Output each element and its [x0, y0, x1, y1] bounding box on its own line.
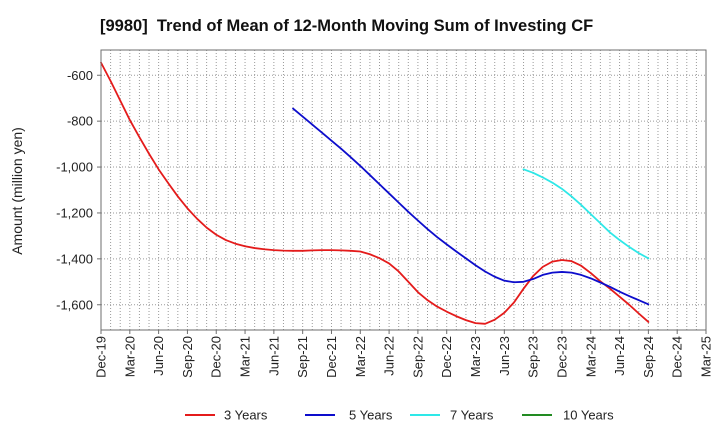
x-tick-label: Jun-23 [497, 336, 512, 376]
legend-item-7-years: 7 Years [410, 408, 494, 423]
x-tick-label: Dec-22 [439, 336, 454, 378]
plot-area [100, 49, 707, 331]
legend-item-5-years: 5 Years [305, 408, 393, 423]
x-axis: Dec-19 Mar-20 Jun-20 Sep-20 Dec-20 Mar-21 Jun-… [94, 330, 714, 378]
series-lines [100, 61, 650, 325]
x-tick-label: Dec-20 [209, 336, 224, 378]
legend-label-3-years: 3 Years [224, 408, 268, 423]
x-tick-label: Dec-19 [94, 336, 109, 378]
x-tick-label: Sep-24 [641, 336, 656, 378]
y-tick-label: -1,000 [56, 160, 93, 175]
series-line-7-years [522, 168, 650, 260]
y-tick-label: -1,400 [56, 251, 93, 266]
x-tick-label: Sep-20 [180, 336, 195, 378]
y-axis: -600 -800 -1,000 -1,200 -1,400 -1,600 [56, 68, 101, 312]
x-tick-label: Dec-21 [324, 336, 339, 378]
x-tick-label: Mar-22 [353, 336, 368, 377]
legend-item-3-years: 3 Years [185, 408, 268, 423]
x-tick-label: Sep-21 [295, 336, 310, 378]
y-tick-label: -600 [67, 68, 93, 83]
x-tick-label: Sep-23 [526, 336, 541, 378]
series-line-3-years [100, 61, 650, 325]
x-tick-label: Jun-22 [382, 336, 397, 376]
legend-label-10-years: 10 Years [563, 408, 614, 423]
series-line-5-years [292, 107, 650, 306]
x-tick-label: Mar-25 [699, 336, 714, 377]
x-tick-label: Mar-21 [238, 336, 253, 377]
x-tick-label: Dec-23 [554, 336, 569, 378]
y-tick-label: -1,600 [56, 297, 93, 312]
y-tick-label: -800 [67, 114, 93, 129]
x-tick-label: Jun-24 [612, 336, 627, 376]
legend: 3 Years 5 Years 7 Years 10 Years [185, 408, 614, 423]
legend-label-5-years: 5 Years [349, 408, 393, 423]
x-tick-label: Mar-23 [468, 336, 483, 377]
chart-title: [9980] Trend of Mean of 12-Month Moving … [100, 17, 593, 35]
plot-frame [100, 49, 707, 331]
x-tick-label: Mar-24 [583, 336, 598, 377]
x-tick-label: Jun-21 [266, 336, 281, 376]
grid [101, 50, 706, 330]
x-tick-label: Sep-22 [410, 336, 425, 378]
x-tick-label: Mar-20 [122, 336, 137, 377]
x-tick-label: Jun-20 [151, 336, 166, 376]
x-tick-label: Dec-24 [670, 336, 685, 378]
y-tick-label: -1,200 [56, 205, 93, 220]
legend-item-10-years: 10 Years [522, 408, 614, 423]
legend-label-7-years: 7 Years [450, 408, 494, 423]
y-axis-label: Amount (million yen) [9, 127, 25, 255]
